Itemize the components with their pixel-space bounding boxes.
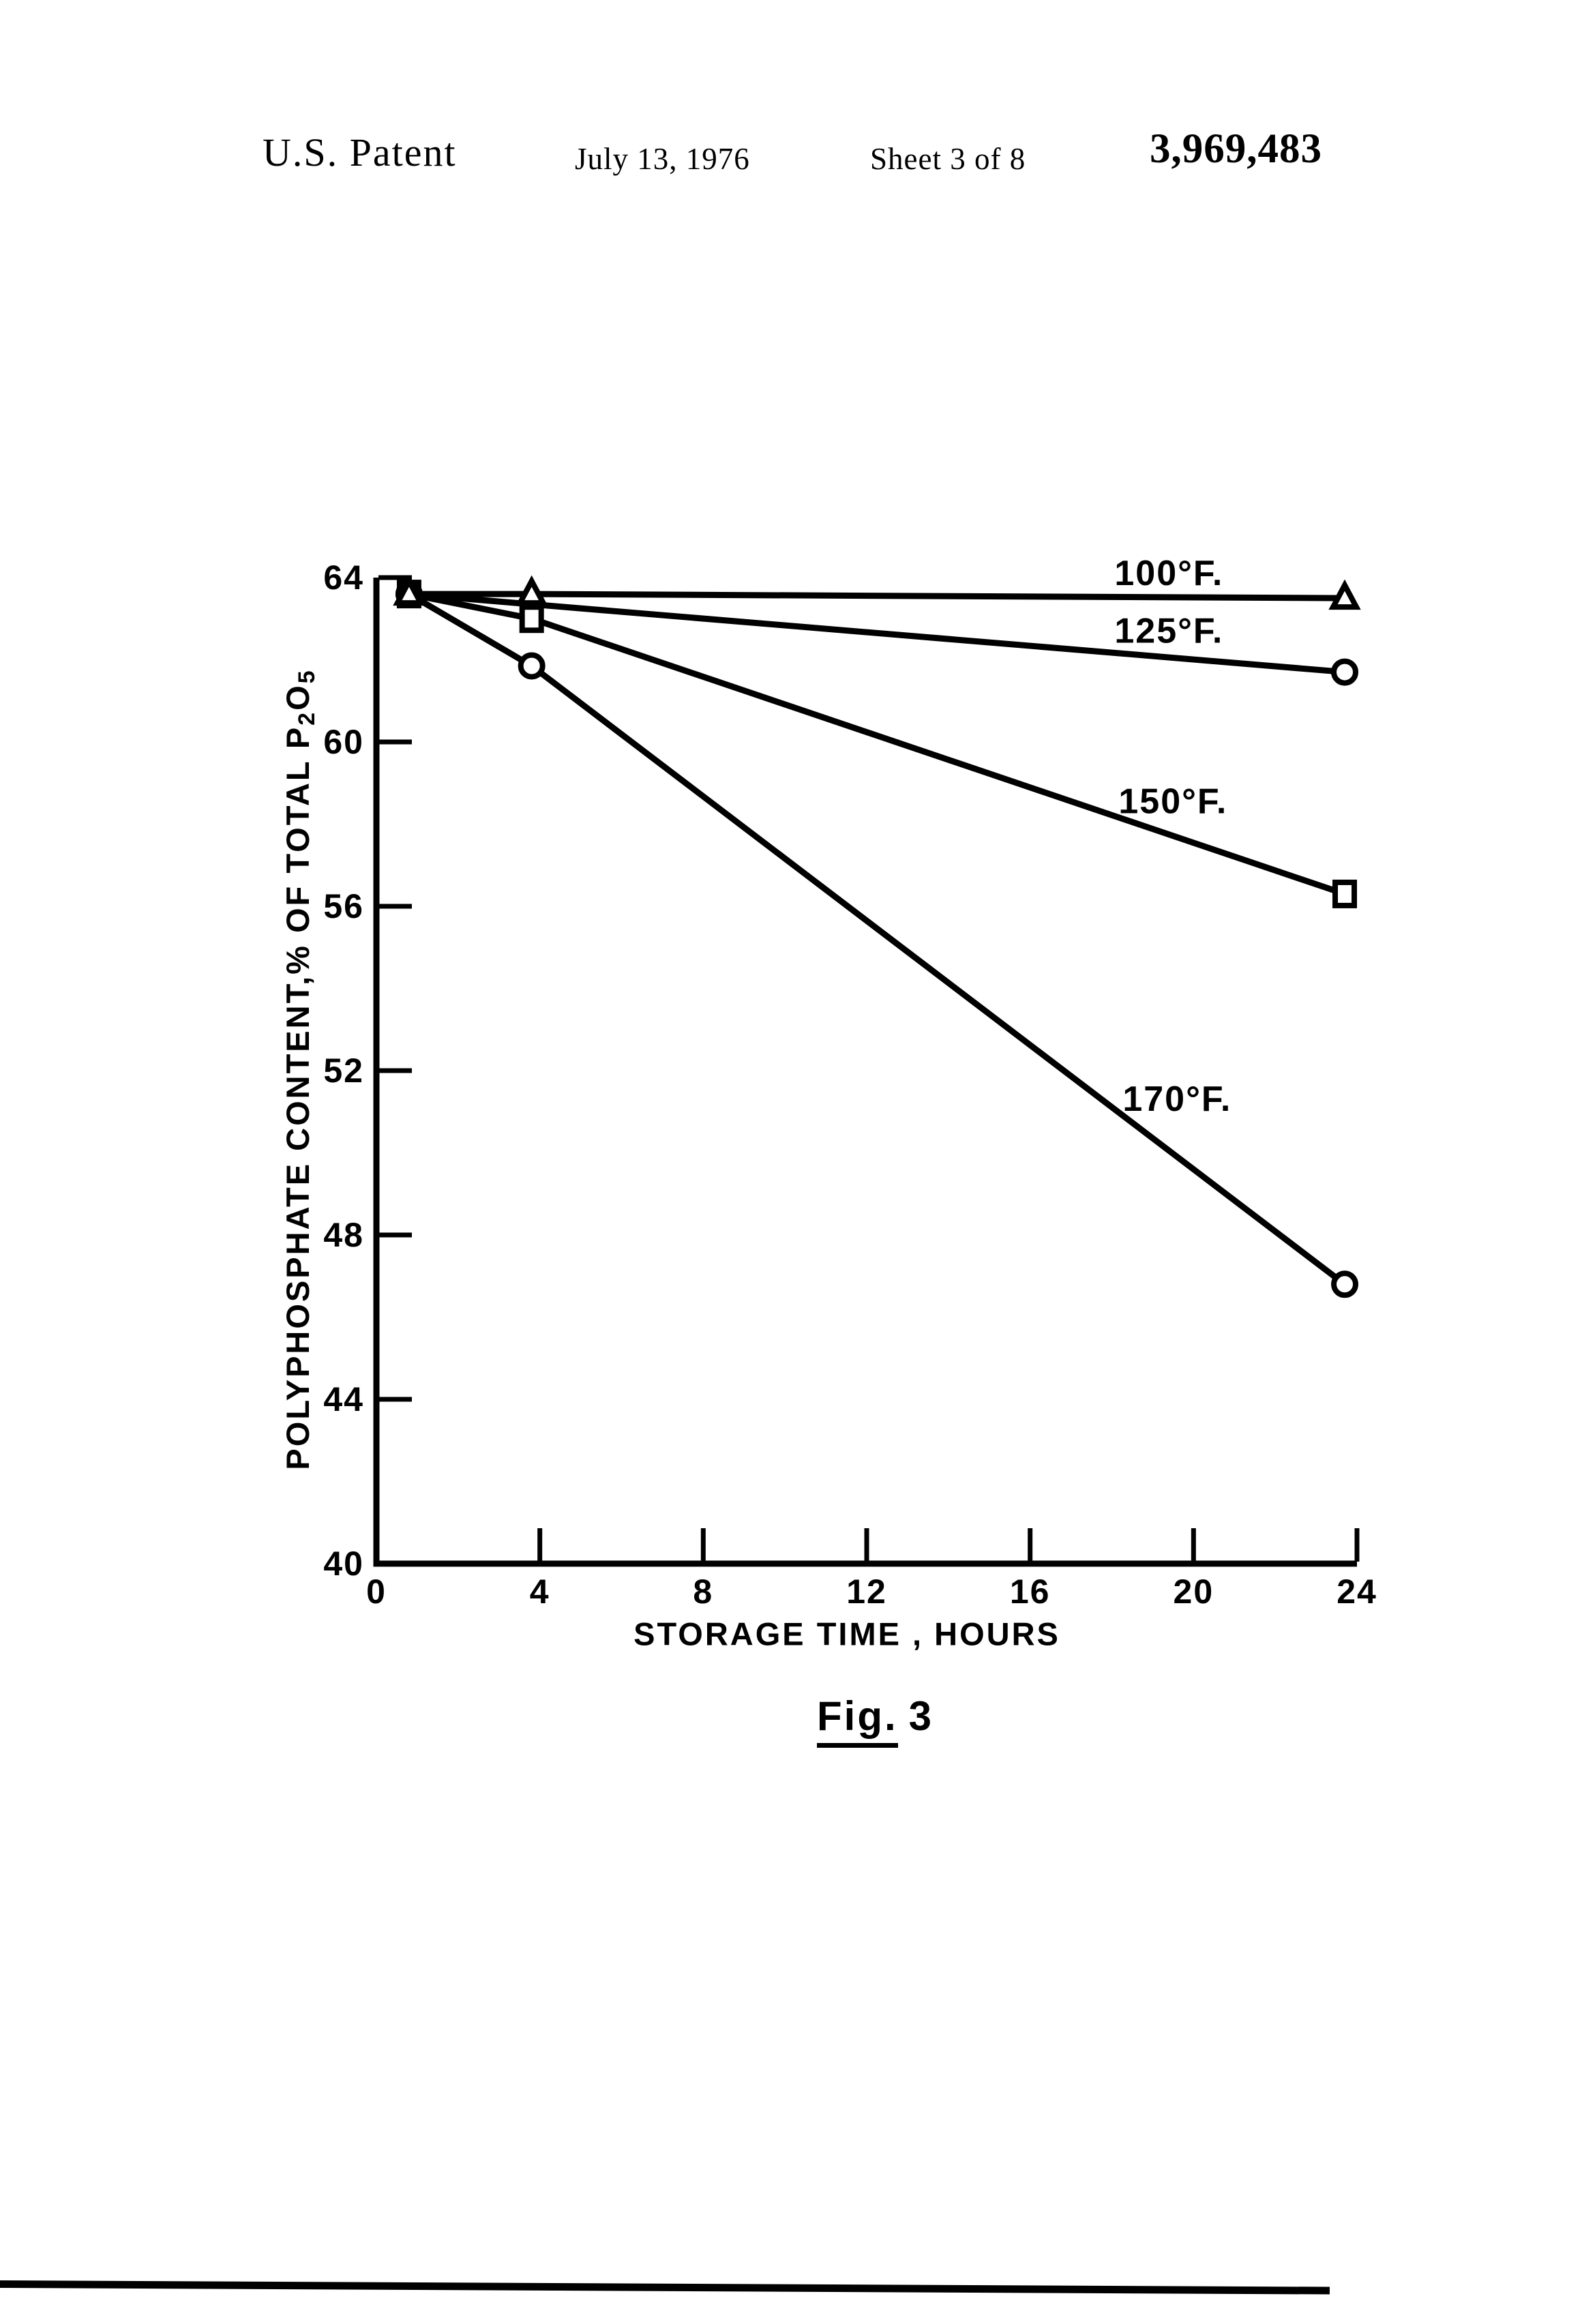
marker-circle-170f (518, 652, 546, 680)
x-tick-label-4: 4 (530, 1573, 550, 1611)
y-tick-label-40: 40 (323, 1545, 364, 1583)
y-tick-label-56: 56 (323, 887, 364, 925)
x-axis-title: STORAGE TIME , HOURS (633, 1615, 1060, 1652)
x-tick-label-8: 8 (693, 1573, 713, 1611)
patent-header-number: 3,969,483 (1150, 126, 1322, 172)
y-tick-label-48: 48 (323, 1216, 364, 1254)
series-line-100f (406, 591, 1348, 601)
figure-caption-underlined: Fig. (817, 1693, 898, 1748)
marker-triangle-100f (393, 575, 426, 606)
marker-square-150f (1332, 879, 1358, 908)
y-tick-label-64: 64 (323, 558, 364, 597)
y-tick-label-60: 60 (323, 723, 364, 761)
x-tick-label-16: 16 (1010, 1573, 1051, 1611)
patent-header-date: July 13, 1976 (575, 142, 750, 176)
axes-frame (373, 578, 1357, 1567)
figure-caption-number: 3 (908, 1693, 934, 1739)
x-tick-label-24: 24 (1337, 1573, 1377, 1611)
x-tick-label-0: 0 (366, 1573, 387, 1611)
marker-triangle-100f (1328, 579, 1361, 610)
marker-square-150f (519, 604, 544, 634)
y-tick-label-44: 44 (323, 1380, 364, 1418)
marker-triangle-100f (516, 575, 548, 606)
patent-header-title: U.S. Patent (263, 130, 457, 175)
marker-circle-125f (1331, 658, 1359, 686)
marker-circle-170f (1331, 1270, 1359, 1298)
series-label-170f: 170°F. (1122, 1079, 1232, 1119)
figure-caption: Fig. 3 (817, 1693, 934, 1748)
series-line-125f (406, 591, 1348, 676)
x-tick-label-12: 12 (846, 1573, 887, 1611)
y-tick-label-52: 52 (323, 1052, 364, 1090)
series-label-100f: 100°F. (1114, 554, 1223, 593)
series-label-150f: 150°F. (1118, 781, 1227, 821)
x-tick-label-20: 20 (1174, 1573, 1214, 1611)
series-line-170f (406, 591, 1348, 1287)
series-label-125f: 125°F. (1114, 611, 1223, 651)
y-axis-title: POLYPHOSPHATE CONTENT,% OF TOTAL P2O5 (280, 668, 320, 1470)
patent-header-sheet: Sheet 3 of 8 (870, 142, 1026, 176)
